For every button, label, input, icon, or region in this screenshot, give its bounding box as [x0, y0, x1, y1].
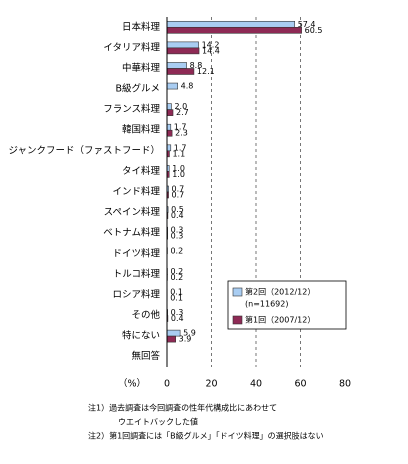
legend-box: [227, 280, 347, 330]
value-label: 1.0: [172, 164, 185, 173]
value-label: 14.2: [202, 40, 220, 49]
bar: [166, 123, 172, 131]
value-label: 3.9: [179, 335, 192, 344]
y-tick-label: スペイン料理: [104, 206, 161, 218]
value-label: 0.3: [171, 308, 184, 317]
y-tick-label: トルコ料理: [113, 268, 161, 280]
bar: [166, 335, 176, 343]
value-label: 0.1: [170, 293, 183, 302]
x-tick-label: 80: [339, 379, 351, 390]
value-label: 1.1: [172, 149, 185, 158]
value-label: 0.2: [170, 273, 183, 282]
x-tick-label: 20: [205, 379, 217, 390]
value-label: 2.0: [174, 102, 187, 111]
x-tick-label: 40: [250, 379, 262, 390]
legend-swatch: [232, 287, 243, 297]
y-tick-label: インド料理: [112, 186, 160, 198]
value-label: 2.7: [176, 108, 189, 117]
bar: [166, 26, 302, 34]
bar: [166, 129, 173, 137]
value-label: 0.4: [171, 211, 184, 220]
footnote: ウエイトバックした値: [118, 417, 198, 427]
y-tick-label: イタリア料理: [103, 41, 160, 53]
legend-label: 第1回（2007/12）: [245, 315, 315, 325]
legend-swatch: [232, 315, 243, 325]
value-label: 0.2: [170, 246, 183, 255]
y-tick-label: 中華料理: [122, 62, 161, 74]
value-label: 0.5: [171, 205, 184, 214]
bar: [166, 41, 199, 49]
bar: [166, 20, 296, 28]
value-label: 60.5: [305, 26, 323, 35]
value-label: 0.4: [171, 314, 184, 323]
value-label: 0.7: [172, 185, 185, 194]
y-tick-label: ロシア料理: [112, 288, 160, 300]
value-label: 14.4: [202, 46, 220, 55]
value-label: 0.3: [171, 232, 184, 241]
value-label: 0.2: [170, 267, 183, 276]
y-tick-label: タイ料理: [122, 165, 161, 177]
y-tick-label: ジャンクフード（ファストフード）: [8, 144, 160, 156]
bar: [166, 47, 200, 55]
footnote: 注2）第1回調査には「B級グルメ」「ドイツ料理」の選択肢はない: [88, 431, 324, 441]
bar: [166, 103, 172, 110]
value-label: 8.8: [190, 61, 203, 70]
footnote: 注1）過去調査は今回調査の性年代構成比にあわせて: [88, 403, 277, 413]
bar: [166, 82, 178, 90]
y-tick-label: ベトナム料理: [103, 227, 160, 239]
value-label: 57.4: [298, 20, 316, 29]
value-label: 0.3: [171, 226, 184, 235]
value-label: 1.7: [174, 143, 187, 152]
value-label: 0.1: [170, 287, 183, 296]
y-tick-label: 日本料理: [122, 21, 161, 33]
y-tick-label: 韓国料理: [122, 124, 161, 136]
bar: [166, 68, 195, 75]
legend-note: (n=11692): [245, 300, 288, 309]
value-label: 1.0: [172, 170, 185, 179]
bar: [166, 62, 187, 69]
y-tick-label: 特にない: [122, 330, 160, 342]
x-tick-label: 60: [294, 379, 306, 390]
value-label: 5.9: [183, 329, 196, 338]
y-tick-label: ドイツ料理: [112, 247, 160, 259]
x-tick-label: 0: [164, 379, 170, 390]
value-label: 12.1: [197, 67, 215, 76]
value-label: 1.7: [174, 123, 187, 132]
value-label: 4.8: [181, 82, 194, 91]
bar: [166, 144, 172, 152]
y-tick-label: 無回答: [131, 350, 160, 362]
y-tick-label: B級グルメ: [115, 83, 160, 95]
bar: [166, 109, 174, 116]
x-axis-label: （%）: [118, 378, 146, 390]
y-tick-label: フランス料理: [103, 103, 160, 115]
legend-label: 第2回（2012/12）: [245, 287, 315, 297]
value-label: 0.7: [172, 191, 185, 200]
y-tick-label: その他: [131, 309, 160, 321]
value-label: 2.3: [175, 129, 188, 138]
